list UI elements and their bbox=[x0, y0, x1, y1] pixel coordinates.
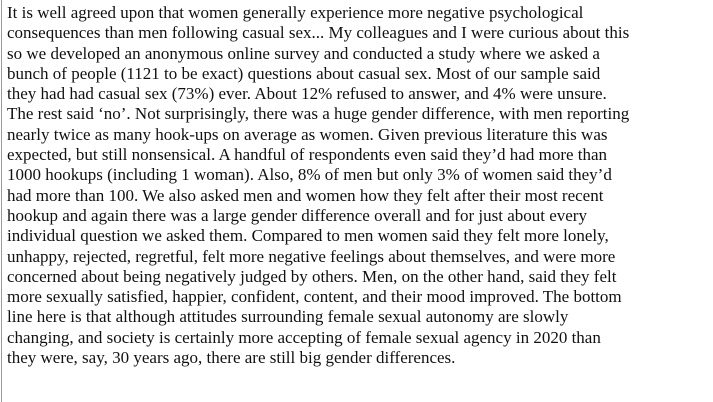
text-line: had more than 100. We also asked men and… bbox=[7, 185, 604, 205]
text-line: they were, say, 30 years ago, there are … bbox=[7, 348, 456, 368]
text-line: they had had casual sex (73%) ever. Abou… bbox=[7, 84, 607, 104]
text-line: changing, and society is certainly more … bbox=[7, 327, 601, 347]
text-line: hookup and again there was a large gende… bbox=[7, 205, 587, 225]
text-line: The rest said ‘no’. Not surprisingly, th… bbox=[7, 104, 630, 124]
text-line: It is well agreed upon that women genera… bbox=[7, 3, 584, 22]
text-line: individual question we asked them. Compa… bbox=[7, 226, 609, 246]
body-paragraph: It is well agreed upon that women genera… bbox=[7, 3, 629, 368]
page-left-border bbox=[1, 0, 2, 402]
text-line: consequences than men following casual s… bbox=[7, 23, 630, 43]
text-line: nearly twice as many hook-ups on average… bbox=[7, 124, 608, 144]
text-line: bunch of people (1121 to be exact) quest… bbox=[7, 63, 601, 83]
text-line: line here is that although attitudes sur… bbox=[7, 307, 569, 327]
text-line: unhappy, rejected, regretful, felt more … bbox=[7, 246, 616, 266]
text-line: expected, but still nonsensical. A handf… bbox=[7, 145, 608, 165]
text-line: concerned about being negatively judged … bbox=[7, 266, 617, 286]
text-line: so we developed an anonymous online surv… bbox=[7, 43, 600, 63]
text-line: more sexually satisfied, happier, confid… bbox=[7, 287, 622, 307]
text-line: 1000 hookups (including 1 woman). Also, … bbox=[7, 165, 612, 185]
